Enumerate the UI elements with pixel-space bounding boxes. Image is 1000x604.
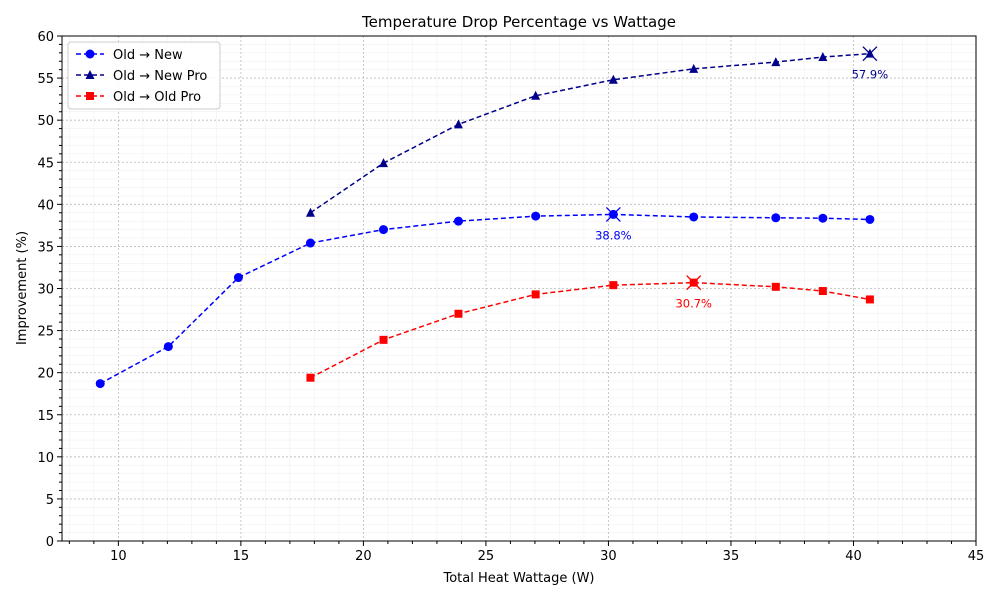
- data-point: [233, 273, 243, 283]
- x-tick-label: 10: [110, 549, 127, 564]
- data-point: [454, 309, 463, 318]
- data-point: [865, 214, 875, 224]
- peak-label: 57.9%: [852, 68, 889, 82]
- data-point: [771, 57, 781, 67]
- legend-marker: [85, 49, 95, 59]
- data-point: [531, 290, 540, 299]
- series-line-1: [310, 52, 870, 214]
- data-point: [378, 225, 388, 235]
- y-tick-label: 30: [37, 283, 54, 298]
- data-point: [306, 373, 315, 382]
- data-point: [818, 213, 828, 223]
- x-tick-label: 25: [478, 549, 495, 564]
- legend-label: Old → New: [113, 48, 183, 63]
- data-point: [608, 74, 618, 84]
- legend: Old → New Old → New Pro Old → Old Pro: [67, 41, 221, 110]
- y-tick-label: 50: [37, 114, 54, 129]
- data-point: [818, 52, 828, 62]
- x-tick-label: 20: [355, 549, 372, 564]
- y-tick-label: 25: [37, 325, 54, 340]
- peak-marker: [686, 275, 702, 291]
- y-tick-label: 5: [46, 493, 54, 508]
- data-point: [689, 63, 699, 73]
- data-point: [379, 335, 388, 344]
- legend-marker: [85, 70, 95, 79]
- y-axis-label: Improvement (%): [15, 231, 30, 345]
- series-group: 38.8% 57.9% 30.7%: [95, 46, 889, 389]
- x-tick-label: 15: [233, 549, 250, 564]
- data-point: [531, 90, 541, 100]
- y-tick-label: 10: [37, 451, 54, 466]
- y-tick-label: 20: [37, 367, 54, 382]
- data-point: [95, 379, 105, 389]
- chart-title: Temperature Drop Percentage vs Wattage: [361, 13, 676, 31]
- data-point: [531, 211, 541, 221]
- series-line-0: [99, 213, 870, 385]
- data-point: [771, 213, 781, 223]
- data-point: [378, 158, 388, 168]
- peak-marker: [862, 46, 878, 62]
- y-tick-label: 35: [37, 240, 54, 255]
- data-point: [818, 287, 827, 296]
- x-tick-label: 45: [968, 549, 985, 564]
- legend-label: Old → Old Pro: [113, 90, 201, 105]
- legend-frame: [67, 41, 221, 110]
- data-point: [305, 238, 315, 248]
- y-tick-label: 60: [37, 30, 54, 45]
- axes: 10 15 20 25 30 35 40 45 0 5 10 15 20 25 30 35 40 45 50 55 60: [37, 30, 984, 564]
- grid: [62, 35, 977, 542]
- data-point: [771, 282, 780, 291]
- y-tick-label: 55: [37, 72, 54, 87]
- x-tick-label: 30: [600, 549, 617, 564]
- y-tick-label: 15: [37, 409, 54, 424]
- data-point: [453, 119, 463, 129]
- legend-label: Old → New Pro: [113, 69, 207, 84]
- data-point: [865, 295, 874, 304]
- y-tick-label: 0: [46, 535, 54, 550]
- y-tick-label: 45: [37, 156, 54, 171]
- plot-frame: [61, 35, 977, 542]
- y-tick-label: 40: [37, 198, 54, 213]
- x-tick-label: 35: [723, 549, 740, 564]
- x-tick-label: 40: [845, 549, 862, 564]
- peak-label: 30.7%: [675, 297, 712, 311]
- data-point: [305, 207, 315, 217]
- legend-marker: [86, 92, 94, 100]
- peak-marker: [605, 206, 621, 222]
- series-line-2: [310, 281, 871, 379]
- data-point: [453, 216, 463, 226]
- data-point: [609, 281, 618, 290]
- data-point: [689, 212, 699, 222]
- data-point: [163, 342, 173, 352]
- x-axis-label: Total Heat Wattage (W): [443, 571, 595, 586]
- peak-label: 38.8%: [595, 228, 632, 242]
